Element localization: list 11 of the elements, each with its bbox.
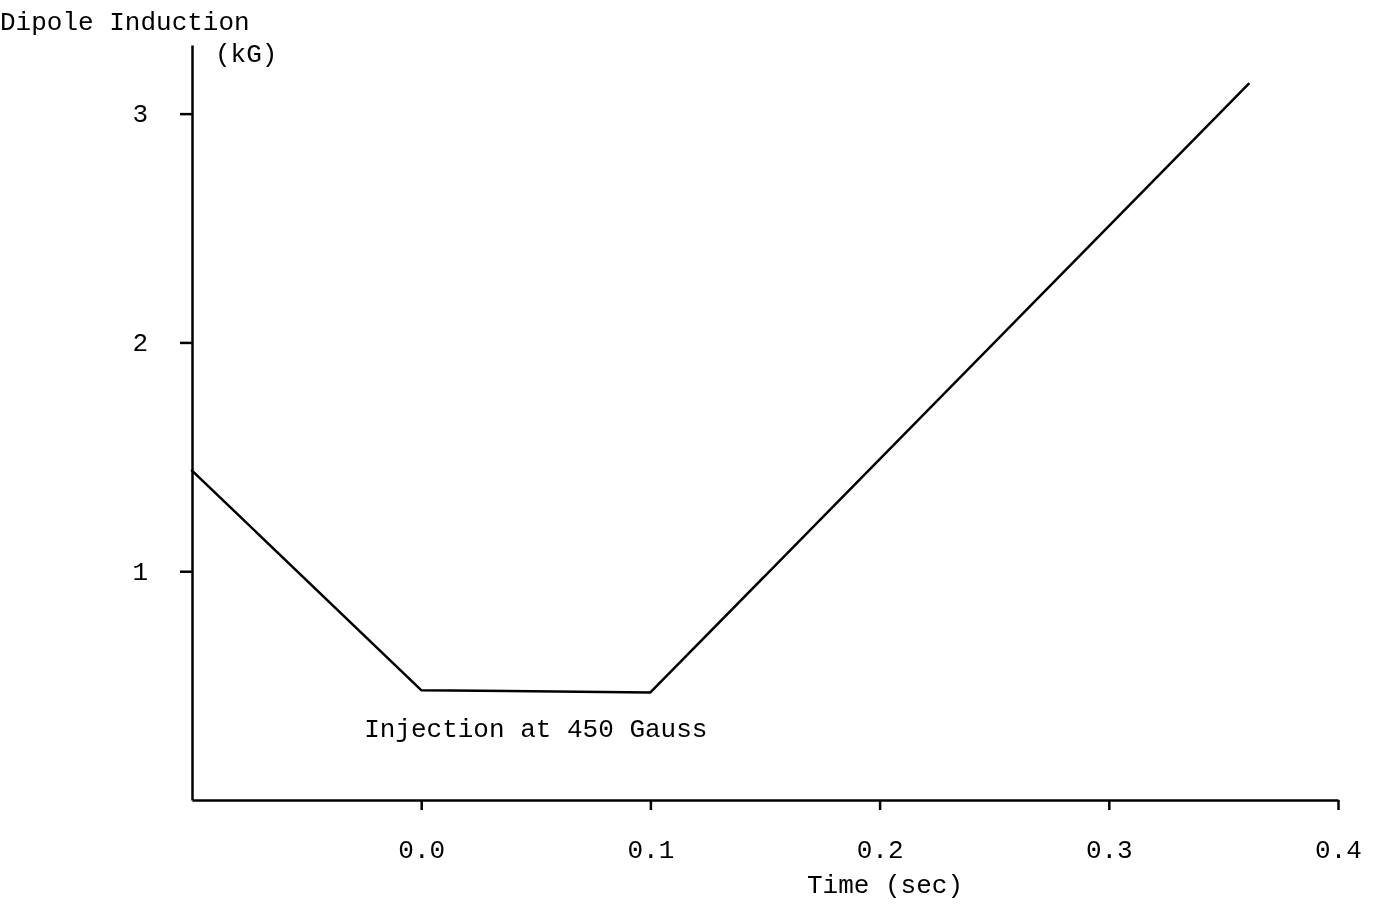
x-tick-label: 0.4 xyxy=(1315,836,1362,867)
y-tick-label: 1 xyxy=(132,558,148,589)
y-tick-label: 2 xyxy=(132,329,148,360)
annotation: Injection at 450 Gauss xyxy=(364,715,708,746)
x-axis-title: Time (sec) xyxy=(806,871,964,901)
y-axis-title: Dipole Induction (kG) xyxy=(0,8,278,70)
x-tick-label: 0.3 xyxy=(1085,836,1133,867)
y-tick-label: 3 xyxy=(132,100,148,131)
x-tick-label: 0.2 xyxy=(856,836,904,867)
x-tick-label: 0.0 xyxy=(398,836,446,867)
x-tick-label: 0.1 xyxy=(627,836,675,867)
